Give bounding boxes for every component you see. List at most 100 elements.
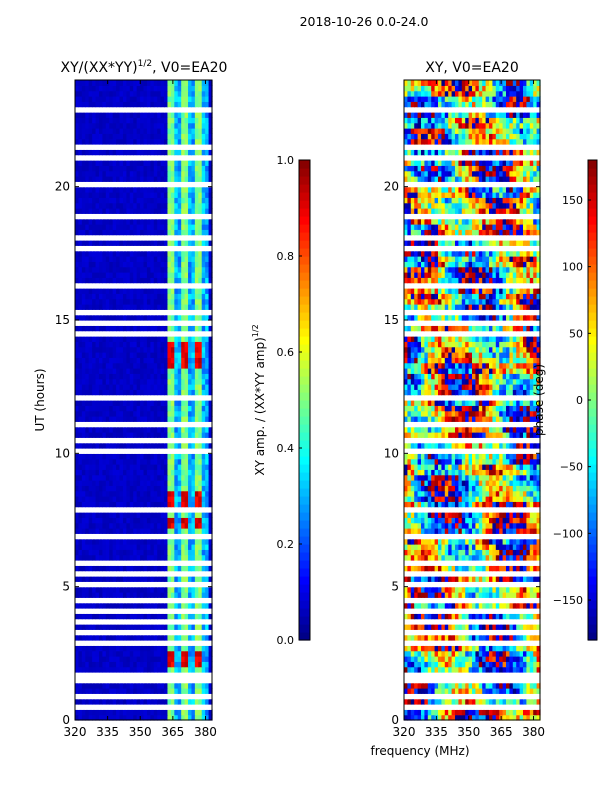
heatmap-cell — [102, 170, 107, 177]
heatmap-cell — [181, 677, 186, 684]
heatmap-cell — [157, 400, 162, 406]
heatmap-cell — [133, 378, 138, 385]
heatmap-cell — [109, 266, 114, 273]
heatmap-cell — [150, 448, 155, 454]
heatmap-cell — [194, 512, 199, 518]
heatmap-cell — [133, 464, 138, 470]
heatmap-cell — [150, 405, 155, 412]
heatmap-cell — [191, 533, 196, 540]
heatmap-cell — [201, 682, 206, 689]
heatmap-cell — [492, 714, 497, 721]
heatmap-cell — [153, 501, 158, 508]
heatmap-cell — [75, 320, 80, 326]
heatmap-cell — [167, 341, 172, 348]
heatmap-cell — [88, 416, 93, 422]
heatmap-cell — [170, 485, 175, 492]
heatmap-cell — [129, 181, 134, 188]
heatmap-cell — [198, 90, 203, 97]
heatmap-cell — [81, 389, 86, 396]
heatmap-cell — [170, 138, 175, 145]
heatmap-cell — [98, 240, 103, 246]
heatmap-cell — [85, 176, 90, 182]
heatmap-cell — [85, 442, 90, 449]
heatmap-cell — [150, 282, 155, 289]
heatmap-cell — [85, 218, 90, 225]
heatmap-cell — [102, 602, 107, 609]
heatmap-cell — [143, 672, 148, 678]
heatmap-cell — [126, 485, 131, 492]
heatmap-cell — [208, 186, 213, 193]
heatmap-cell — [157, 544, 162, 550]
heatmap-cell — [140, 565, 145, 572]
heatmap-cell — [129, 368, 134, 374]
heatmap-cell — [143, 437, 148, 444]
heatmap-cell — [92, 341, 97, 348]
heatmap-cell — [157, 458, 162, 465]
heatmap-cell — [136, 80, 141, 86]
heatmap-cell — [198, 154, 203, 161]
heatmap-cell — [181, 165, 186, 172]
heatmap-cell — [205, 90, 210, 97]
heatmap-cell — [116, 586, 121, 593]
heatmap-cell — [177, 570, 182, 577]
heatmap-cell — [143, 421, 148, 428]
heatmap-cell — [150, 256, 155, 262]
heatmap-cell — [122, 384, 127, 390]
heatmap-cell — [78, 544, 83, 550]
heatmap-cell — [78, 512, 83, 518]
heatmap-cell — [164, 554, 169, 561]
heatmap-cell — [95, 666, 100, 673]
heatmap-cell — [143, 117, 148, 124]
heatmap-cell — [129, 261, 134, 268]
heatmap-cell — [177, 602, 182, 609]
heatmap-cell — [177, 698, 182, 705]
heatmap-cell — [157, 197, 162, 204]
heatmap-cell — [129, 240, 134, 246]
heatmap-cell — [492, 709, 497, 716]
heatmap-cell — [201, 85, 206, 92]
heatmap-cell — [188, 154, 193, 161]
heatmap-cell — [153, 373, 158, 380]
heatmap-cell — [177, 192, 182, 198]
heatmap-cell — [191, 288, 196, 294]
heatmap-cell — [98, 128, 103, 134]
heatmap-cell — [95, 213, 100, 220]
heatmap-cell — [468, 714, 473, 721]
heatmap-cell — [181, 576, 186, 582]
heatmap-cell — [167, 538, 172, 545]
heatmap-cell — [188, 138, 193, 145]
heatmap-cell — [160, 112, 165, 118]
heatmap-cell — [85, 293, 90, 300]
heatmap-cell — [102, 202, 107, 209]
heatmap-cell — [88, 608, 93, 614]
colorbar-segment — [299, 512, 310, 521]
heatmap-cell — [150, 320, 155, 326]
heatmap-cell — [81, 112, 86, 118]
colorbar-segment — [299, 312, 310, 321]
heatmap-cell — [170, 693, 175, 700]
heatmap-cell — [126, 496, 131, 502]
heatmap-cell — [157, 512, 162, 518]
heatmap-cell — [191, 592, 196, 598]
heatmap-cell — [122, 581, 127, 588]
heatmap-cell — [119, 80, 124, 86]
heatmap-cell — [105, 522, 110, 529]
heatmap-cell — [205, 378, 210, 385]
heatmap-cell — [194, 714, 199, 721]
heatmap-cell — [177, 181, 182, 188]
colorbar-segment — [299, 368, 310, 377]
heatmap-cell — [102, 277, 107, 284]
heatmap-cell — [140, 176, 145, 182]
heatmap-cell — [136, 602, 141, 609]
heatmap-cell — [112, 85, 117, 92]
heatmap-cell — [85, 309, 90, 316]
colorbar-segment — [299, 568, 310, 577]
heatmap-cell — [140, 341, 145, 348]
heatmap-cell — [167, 197, 172, 204]
heatmap-cell — [98, 714, 103, 721]
heatmap-cell — [181, 480, 186, 486]
heatmap-cell — [146, 272, 151, 278]
heatmap-cell — [126, 106, 131, 113]
heatmap-cell — [98, 320, 103, 326]
heatmap-cell — [122, 618, 127, 625]
